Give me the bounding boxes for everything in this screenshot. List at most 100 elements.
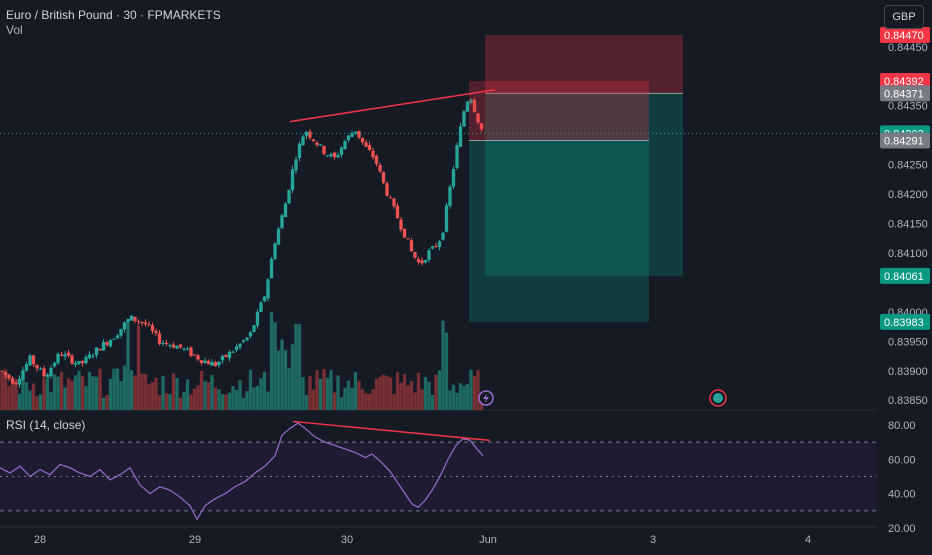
rsi-label[interactable]: RSI (14, close) (6, 418, 86, 432)
candle-body (448, 186, 452, 206)
volume-bar (66, 378, 71, 410)
candle-body (413, 252, 417, 258)
candle-body (115, 335, 120, 339)
volume-bar (87, 371, 92, 410)
candle-body (105, 342, 109, 345)
volume-bar (245, 391, 249, 410)
volume-bar (462, 385, 466, 410)
price-tag (880, 132, 930, 149)
currency-button[interactable]: GBP (884, 5, 924, 29)
volume-bar (252, 387, 256, 410)
volume-bar (133, 375, 137, 410)
candle-body (311, 139, 316, 142)
volume-bar (346, 380, 351, 410)
candle-body (80, 360, 85, 364)
volume-bar (241, 397, 246, 410)
volume-bar (38, 394, 43, 410)
volume-bar (70, 380, 74, 410)
price-tick-label: 0.83900 (888, 366, 928, 378)
position-reward-zone (485, 93, 683, 276)
candle-body (171, 344, 176, 348)
volume-bar (115, 368, 120, 410)
candle-body (126, 319, 130, 322)
volume-bars (0, 311, 484, 410)
candle-body (269, 258, 274, 279)
volume-bar (371, 389, 375, 410)
volume-bar (206, 382, 211, 410)
volume-bar (182, 391, 186, 410)
volume-bar (381, 374, 386, 410)
volume-bar (73, 375, 78, 410)
volume-bar (126, 320, 130, 410)
volume-bar (224, 394, 228, 410)
volume-bar (199, 370, 204, 410)
candle-body (24, 364, 29, 371)
volume-bar (119, 380, 123, 410)
price-tag (880, 85, 930, 102)
price-tag-label: 0.83983 (884, 317, 924, 329)
candle-body (308, 131, 312, 138)
volume-bar (423, 376, 428, 410)
candle-body (364, 142, 368, 147)
volume-bar (437, 370, 442, 410)
candle-body (241, 340, 246, 343)
candle-body (52, 362, 57, 367)
candle-body (402, 228, 407, 238)
volume-bar (227, 392, 232, 410)
candle-body (210, 362, 214, 366)
volume-bar (94, 376, 99, 410)
candle-body (112, 338, 116, 340)
volume-label[interactable]: Vol (6, 23, 23, 37)
price-tag-label: 0.84061 (884, 271, 924, 283)
candle-body (458, 126, 463, 147)
candle-body (280, 215, 284, 229)
candle-body (38, 368, 43, 370)
candle-body (276, 228, 281, 245)
price-tag (880, 313, 930, 330)
candle-body (318, 144, 323, 146)
volume-bar (413, 392, 417, 410)
rsi-tick-label: 20.00 (888, 523, 916, 535)
flash-icon-glyph (483, 393, 489, 403)
volume-bar (444, 332, 449, 410)
volume-bar (248, 369, 253, 410)
candle-body (133, 316, 137, 322)
candle-body (119, 328, 123, 336)
volume-bar (448, 390, 452, 410)
time-tick-label: 28 (34, 534, 46, 546)
candle-body (343, 141, 347, 150)
volume-bar (143, 373, 148, 410)
candle-body (168, 345, 172, 347)
candle-body (427, 250, 431, 261)
volume-bar (420, 389, 424, 410)
candle-body (336, 155, 340, 158)
volume-bar (441, 320, 445, 410)
volume-bar (385, 375, 389, 410)
volume-bar (311, 389, 316, 410)
volume-bar (266, 391, 270, 410)
candle-body (206, 360, 211, 365)
candle-body (297, 143, 302, 159)
candle-body (77, 361, 81, 364)
volume-bar (434, 374, 438, 410)
candle-body (290, 169, 295, 191)
volume-bar (108, 378, 113, 410)
volume-bar (63, 387, 67, 410)
candle-body (301, 136, 305, 146)
candle-body (462, 111, 466, 127)
symbol-title[interactable]: Euro / British Pound · 30 · FPMARKETS (6, 8, 221, 22)
time-tick-label: 30 (341, 534, 353, 546)
candle-body (108, 339, 113, 347)
volume-bar (276, 350, 281, 410)
volume-bar (196, 385, 200, 410)
candle-body (199, 360, 204, 363)
volume-bar (374, 378, 379, 410)
candle-body (266, 279, 270, 299)
candle-body (227, 351, 232, 359)
candle-body (395, 205, 400, 219)
candle-body (154, 330, 158, 334)
candle-body (378, 164, 382, 172)
volume-bar (318, 378, 323, 410)
